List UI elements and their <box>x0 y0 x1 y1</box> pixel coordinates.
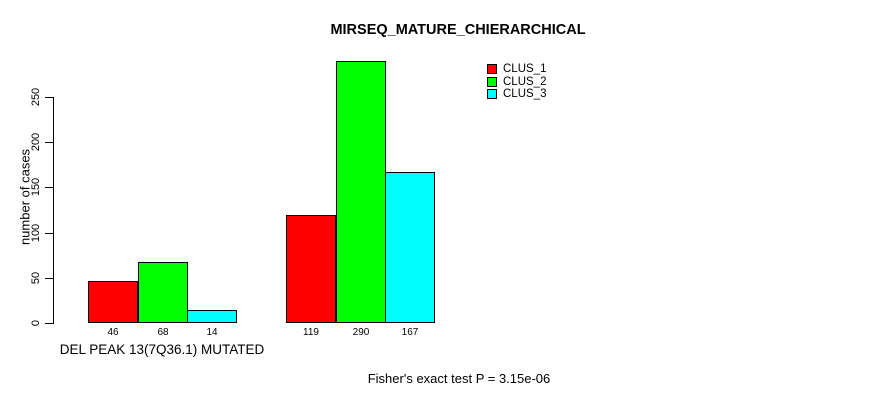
legend-swatch-clus_2 <box>487 76 497 87</box>
y-tick-label: 150 <box>30 177 42 197</box>
bar-value-label: 46 <box>107 327 119 338</box>
y-tick-mark <box>45 323 53 324</box>
bar-value-label: 119 <box>303 327 319 338</box>
footer-caption: Fisher's exact test P = 3.15e-06 <box>367 371 551 386</box>
bar-clus_3-group2 <box>385 172 435 323</box>
bar-clus_2-group2 <box>336 61 386 323</box>
legend-label: CLUS_3 <box>503 88 547 101</box>
y-tick-mark <box>45 97 53 98</box>
legend: CLUS_1 CLUS_2 CLUS_3 <box>487 63 546 101</box>
y-tick-label: 200 <box>30 132 42 152</box>
bar-clus_2-group1 <box>138 262 188 323</box>
y-tick-mark <box>45 142 53 143</box>
legend-swatch-clus_1 <box>487 64 497 75</box>
chart-title: MIRSEQ_MATURE_CHIERARCHICAL <box>330 22 586 38</box>
bar-value-label: 14 <box>206 327 218 338</box>
legend-row-clus_3: CLUS_3 <box>487 88 546 101</box>
bar-clus_1-group2 <box>286 215 336 323</box>
y-tick-mark <box>45 187 53 188</box>
y-axis-line <box>53 97 54 324</box>
y-tick-label: 250 <box>30 87 42 107</box>
legend-swatch-clus_3 <box>487 89 497 100</box>
y-tick-mark <box>45 278 53 279</box>
legend-label: CLUS_1 <box>503 63 547 76</box>
category-label: DEL PEAK 13(7Q36.1) MUTATED <box>59 342 265 357</box>
y-tick-label: 0 <box>30 319 42 327</box>
y-tick-label: 50 <box>30 271 42 285</box>
bar-value-label: 167 <box>401 327 419 338</box>
y-tick-label: 100 <box>30 223 42 243</box>
bar-clus_3-group1 <box>187 310 237 323</box>
bar-clus_1-group1 <box>88 281 138 323</box>
y-tick-mark <box>45 233 53 234</box>
legend-row-clus_1: CLUS_1 <box>487 63 546 76</box>
bar-value-label: 290 <box>352 327 370 338</box>
legend-label: CLUS_2 <box>503 75 547 88</box>
legend-row-clus_2: CLUS_2 <box>487 76 546 89</box>
bar-value-label: 68 <box>157 327 169 338</box>
